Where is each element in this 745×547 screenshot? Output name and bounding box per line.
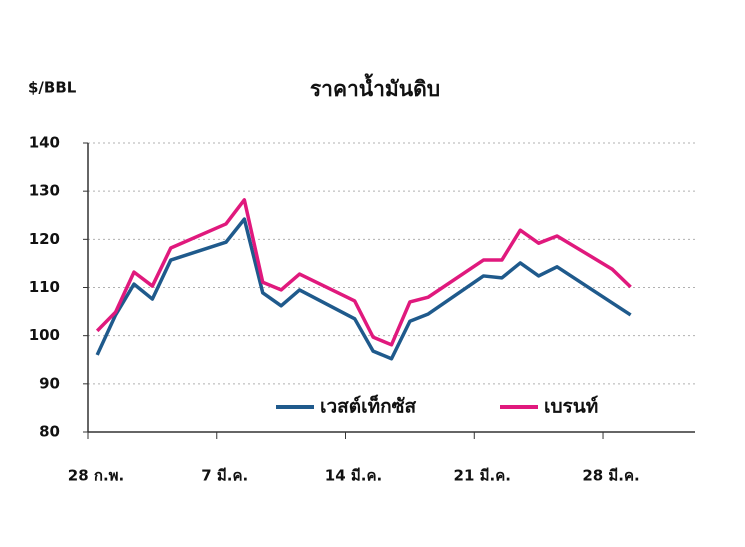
- legend-label: เวสต์เท็กซัส: [320, 394, 417, 418]
- x-tick-label: 7 มี.ค.: [201, 467, 248, 485]
- chart-title: ราคาน้ำมันดิบ: [310, 73, 440, 101]
- x-tick-label: 14 มี.ค.: [325, 467, 382, 485]
- x-tick-label: 28 ก.พ.: [68, 467, 124, 485]
- series-line: [95, 198, 632, 347]
- y-tick-label: 130: [29, 182, 60, 200]
- y-tick-label: 110: [29, 278, 60, 296]
- y-tick-label: 140: [29, 134, 60, 152]
- y-axis-label: $/BBL: [28, 79, 77, 97]
- legend-label: เบรนท์: [544, 396, 598, 418]
- y-tick-label: 90: [39, 374, 60, 392]
- y-tick-label: 80: [39, 423, 60, 441]
- y-tick-label: 120: [29, 230, 60, 248]
- series-line: [95, 217, 632, 361]
- x-tick-label: 21 มี.ค.: [454, 467, 511, 485]
- y-tick-label: 100: [29, 326, 60, 344]
- x-tick-label: 28 มี.ค.: [582, 467, 639, 485]
